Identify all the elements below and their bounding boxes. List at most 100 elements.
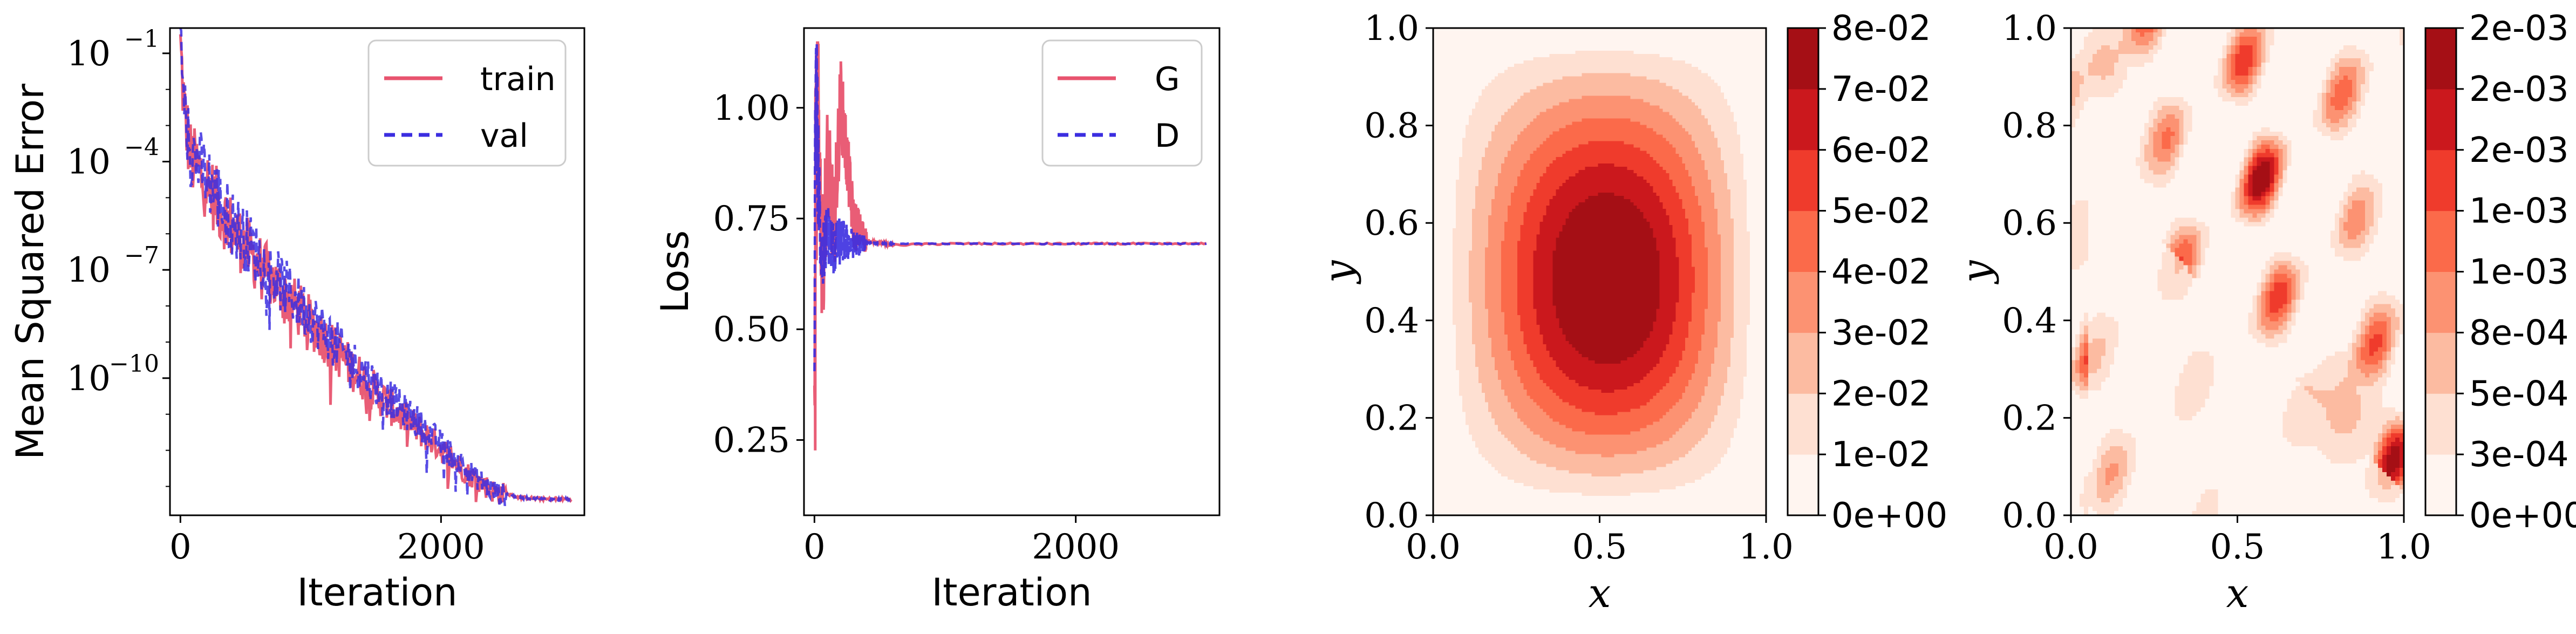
heatmap-cell	[1624, 93, 1627, 97]
heatmap-cell	[1537, 57, 1541, 61]
heatmap-cell	[1672, 144, 1676, 148]
heatmap-cell	[1753, 109, 1757, 113]
heatmap-cell	[1640, 160, 1644, 164]
heatmap-cell	[1756, 103, 1760, 106]
heatmap-cell	[1718, 60, 1721, 64]
heatmap-cell	[1569, 41, 1573, 45]
heatmap-cell	[1449, 64, 1453, 67]
heatmap-cell	[1449, 118, 1453, 122]
heatmap-cell	[1472, 118, 1476, 122]
heatmap-cell	[1611, 167, 1614, 171]
heatmap-cell	[1679, 121, 1682, 125]
heatmap-cell	[1521, 96, 1524, 100]
heatmap-cell	[1659, 170, 1663, 174]
heatmap-cell	[1534, 67, 1537, 71]
heatmap-cell	[1760, 125, 1763, 128]
heatmap-cell	[1466, 57, 1469, 61]
heatmap-cell	[1491, 121, 1495, 125]
heatmap-cell	[1527, 44, 1531, 48]
heatmap-cell	[1485, 99, 1489, 103]
heatmap-cell	[1675, 167, 1679, 171]
heatmap-cell	[1521, 144, 1524, 148]
heatmap-cell	[1488, 160, 1492, 164]
heatmap-cell	[1640, 180, 1644, 183]
heatmap-cell	[1711, 38, 1715, 42]
heatmap-cell	[1721, 73, 1725, 77]
heatmap-cell	[1436, 167, 1440, 171]
heatmap-cell	[1456, 77, 1460, 80]
heatmap-cell	[1750, 70, 1754, 74]
heatmap-cell	[1508, 176, 1511, 180]
heatmap-cell	[1624, 83, 1627, 87]
heatmap-cell	[1614, 115, 1618, 119]
heatmap-cell	[1537, 41, 1541, 45]
heatmap-cell	[1527, 70, 1531, 74]
heatmap-cell	[1633, 163, 1637, 167]
heatmap-cell	[1559, 106, 1563, 110]
heatmap-cell	[1446, 60, 1450, 64]
heatmap-cell	[1705, 154, 1708, 158]
heatmap-cell	[1743, 160, 1747, 164]
heatmap-cell	[1630, 157, 1634, 161]
heatmap-cell	[1640, 31, 1644, 35]
heatmap-cell	[1443, 109, 1447, 113]
heatmap-cell	[1576, 134, 1579, 138]
heatmap-cell	[1498, 54, 1502, 58]
heatmap-cell	[1556, 147, 1560, 151]
heatmap-cell	[1589, 103, 1592, 106]
heatmap-cell	[1695, 154, 1699, 158]
heatmap-cell	[1662, 67, 1666, 71]
heatmap-cell	[1747, 35, 1750, 38]
heatmap-cell	[1582, 90, 1586, 93]
heatmap-cell	[1714, 99, 1718, 103]
heatmap-cell	[1724, 154, 1728, 158]
heatmap-cell	[1563, 35, 1566, 38]
heatmap-cell	[1543, 141, 1547, 145]
heatmap-cell	[1750, 109, 1754, 113]
heatmap-cell	[1614, 121, 1618, 125]
heatmap-cell	[1553, 115, 1557, 119]
heatmap-cell	[1737, 160, 1741, 164]
heatmap-cell	[1543, 115, 1547, 119]
heatmap-cell	[1630, 176, 1634, 180]
heatmap-cell	[1643, 90, 1647, 93]
heatmap-cell	[1537, 83, 1541, 87]
heatmap-cell	[1640, 90, 1644, 93]
heatmap-cell	[1627, 54, 1631, 58]
heatmap-cell	[1714, 31, 1718, 35]
heatmap-cell	[1585, 44, 1589, 48]
heatmap-cell	[1662, 103, 1666, 106]
heatmap-cell	[1527, 157, 1531, 161]
heatmap-cell	[1727, 31, 1731, 35]
heatmap-cell	[1443, 180, 1447, 183]
heatmap-cell	[1760, 35, 1763, 38]
heatmap-cell	[1453, 47, 1456, 51]
heatmap-cell	[1517, 31, 1521, 35]
heatmap-cell	[1511, 131, 1515, 135]
heatmap-cell	[1627, 157, 1631, 161]
heatmap-cell	[1624, 128, 1627, 132]
heatmap-cell	[1730, 154, 1734, 158]
heatmap-cell	[1650, 118, 1653, 122]
heatmap-cell	[1708, 163, 1712, 167]
heatmap-cell	[1530, 67, 1534, 71]
heatmap-cell	[1478, 64, 1482, 67]
heatmap-cell	[1566, 112, 1570, 115]
heatmap-cell	[1643, 160, 1647, 164]
heatmap-cell	[1679, 41, 1682, 45]
heatmap-cell	[1701, 121, 1705, 125]
heatmap-cell	[1559, 151, 1563, 154]
heatmap-cell	[1559, 67, 1563, 71]
heatmap-cell	[1760, 54, 1763, 58]
heatmap-cell	[1443, 176, 1447, 180]
heatmap-cell	[1737, 154, 1741, 158]
heatmap-cell	[1530, 99, 1534, 103]
heatmap-cell	[1756, 167, 1760, 171]
heatmap-cell	[1705, 70, 1708, 74]
heatmap-cell	[1537, 170, 1541, 174]
heatmap-cell	[1753, 57, 1757, 61]
heatmap-cell	[1650, 51, 1653, 54]
heatmap-cell	[1730, 80, 1734, 84]
heatmap-cell	[1611, 60, 1614, 64]
heatmap-cell	[1485, 115, 1489, 119]
